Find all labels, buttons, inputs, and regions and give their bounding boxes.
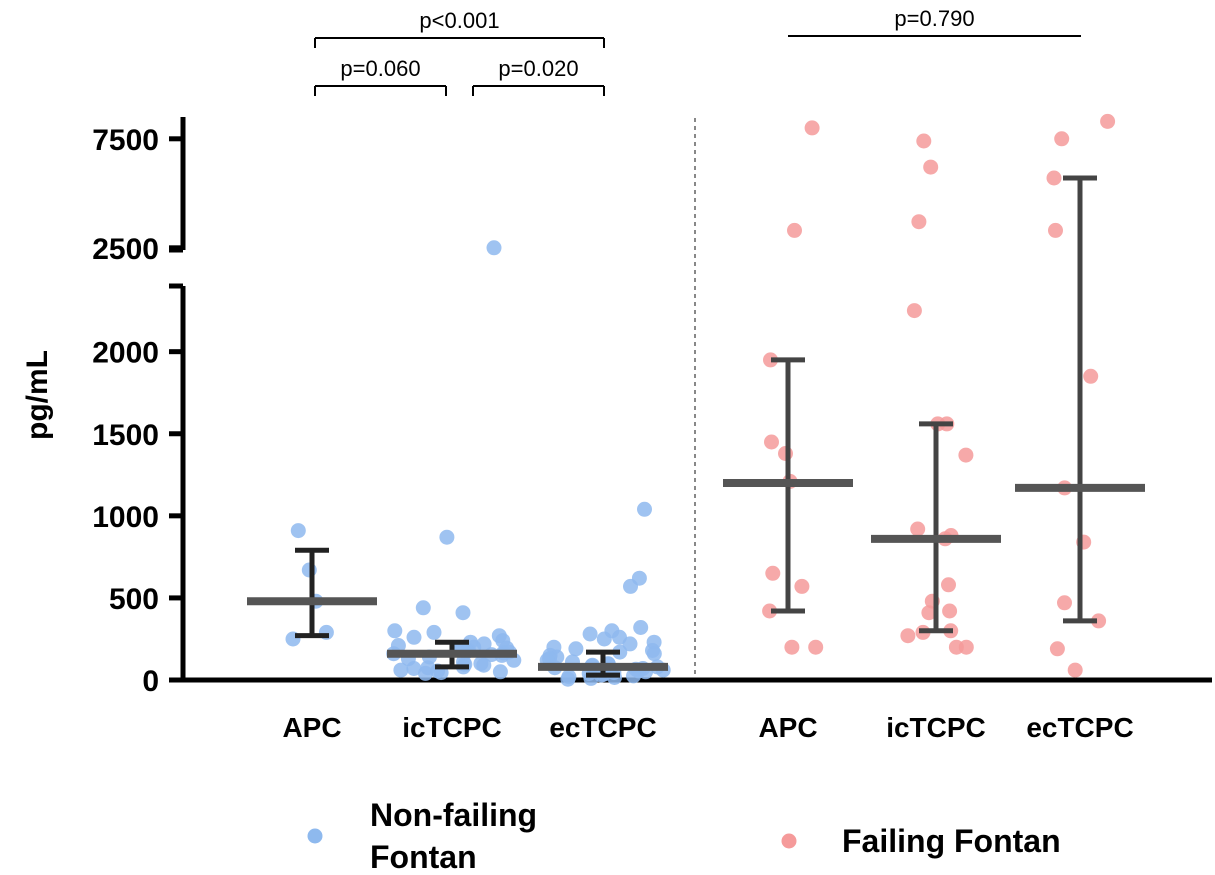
data-point <box>910 521 926 537</box>
legend-label-failing: Failing Fontan <box>842 823 1061 859</box>
p-value-label: p=0.020 <box>498 56 578 81</box>
data-point <box>1091 613 1107 629</box>
data-point <box>623 578 638 594</box>
data-point <box>1049 641 1065 657</box>
legend-marker-nonfailing <box>307 828 323 844</box>
data-point <box>911 214 927 230</box>
category-labels: APC icTCPC ecTCPC APC icTCPC ecTCPC <box>282 712 1133 743</box>
data-point <box>1057 595 1072 611</box>
data-point <box>582 626 598 642</box>
data-point <box>568 641 584 657</box>
p-value-label: p=0.790 <box>894 6 974 31</box>
data-point <box>942 603 958 619</box>
data-point <box>626 668 641 684</box>
x-category-label: icTCPC <box>886 712 986 743</box>
x-category-label: APC <box>282 712 341 743</box>
data-point <box>476 657 492 673</box>
data-point <box>921 605 937 621</box>
legend-label-nonfailing: Fontan <box>370 839 477 875</box>
data-points <box>285 113 1116 687</box>
legend: Non-failing Fontan Failing Fontan <box>307 797 1061 875</box>
data-point <box>923 159 939 175</box>
data-point <box>1083 368 1099 384</box>
data-point <box>762 603 778 619</box>
x-category-label: ecTCPC <box>549 712 656 743</box>
data-point <box>455 605 471 621</box>
p-value-label: p=0.060 <box>340 56 420 81</box>
data-point <box>804 120 820 136</box>
x-category-label: icTCPC <box>402 712 502 743</box>
data-point <box>958 639 974 655</box>
data-point <box>439 529 455 545</box>
data-point <box>906 303 922 319</box>
data-point <box>1046 170 1062 186</box>
p-value-label: p<0.001 <box>419 8 499 33</box>
x-category-label: ecTCPC <box>1026 712 1133 743</box>
data-point <box>387 623 403 639</box>
data-point <box>916 133 932 149</box>
data-point <box>941 577 956 593</box>
y-tick-label: 1000 <box>92 501 159 534</box>
data-point <box>765 565 781 581</box>
y-tick-label: 0 <box>142 665 159 698</box>
data-point <box>426 624 442 640</box>
y-tick-label: 500 <box>109 583 159 616</box>
data-point <box>784 639 800 655</box>
data-point <box>764 434 779 450</box>
data-point <box>486 240 502 256</box>
legend-marker-failing <box>781 833 797 849</box>
data-point <box>1100 113 1116 129</box>
data-point <box>301 562 317 578</box>
y-tick-label: 2000 <box>92 337 159 370</box>
data-point <box>633 620 649 635</box>
data-point <box>646 646 662 662</box>
x-category-label: APC <box>758 712 817 743</box>
y-tick-label: 2500 <box>92 233 159 266</box>
data-point <box>290 523 306 539</box>
significance-brackets: p<0.001 p=0.060 p=0.020 p=0.790 <box>314 6 1081 96</box>
data-point <box>1054 131 1070 147</box>
y-axis: 0 500 1000 1500 2000 2500 7500 <box>92 117 186 698</box>
data-point <box>492 664 508 680</box>
data-point <box>560 671 576 687</box>
data-point <box>637 501 652 517</box>
y-axis-label: pg/mL <box>21 350 54 440</box>
summary-bars <box>247 175 1145 678</box>
data-point <box>393 662 409 678</box>
y-tick-label: 7500 <box>92 124 159 157</box>
data-point <box>794 578 810 594</box>
data-point <box>622 636 638 652</box>
data-point <box>596 631 612 647</box>
data-point <box>763 352 778 368</box>
data-point <box>415 600 431 616</box>
data-point <box>958 447 974 463</box>
data-point <box>406 629 422 645</box>
data-point <box>808 639 824 655</box>
y-tick-label: 1500 <box>92 419 159 452</box>
data-point <box>406 661 422 676</box>
data-point <box>1067 662 1083 678</box>
data-point <box>1048 222 1063 238</box>
legend-label-nonfailing: Non-failing <box>370 797 537 833</box>
data-point <box>900 628 916 644</box>
data-point <box>787 222 802 238</box>
data-point <box>418 665 433 681</box>
